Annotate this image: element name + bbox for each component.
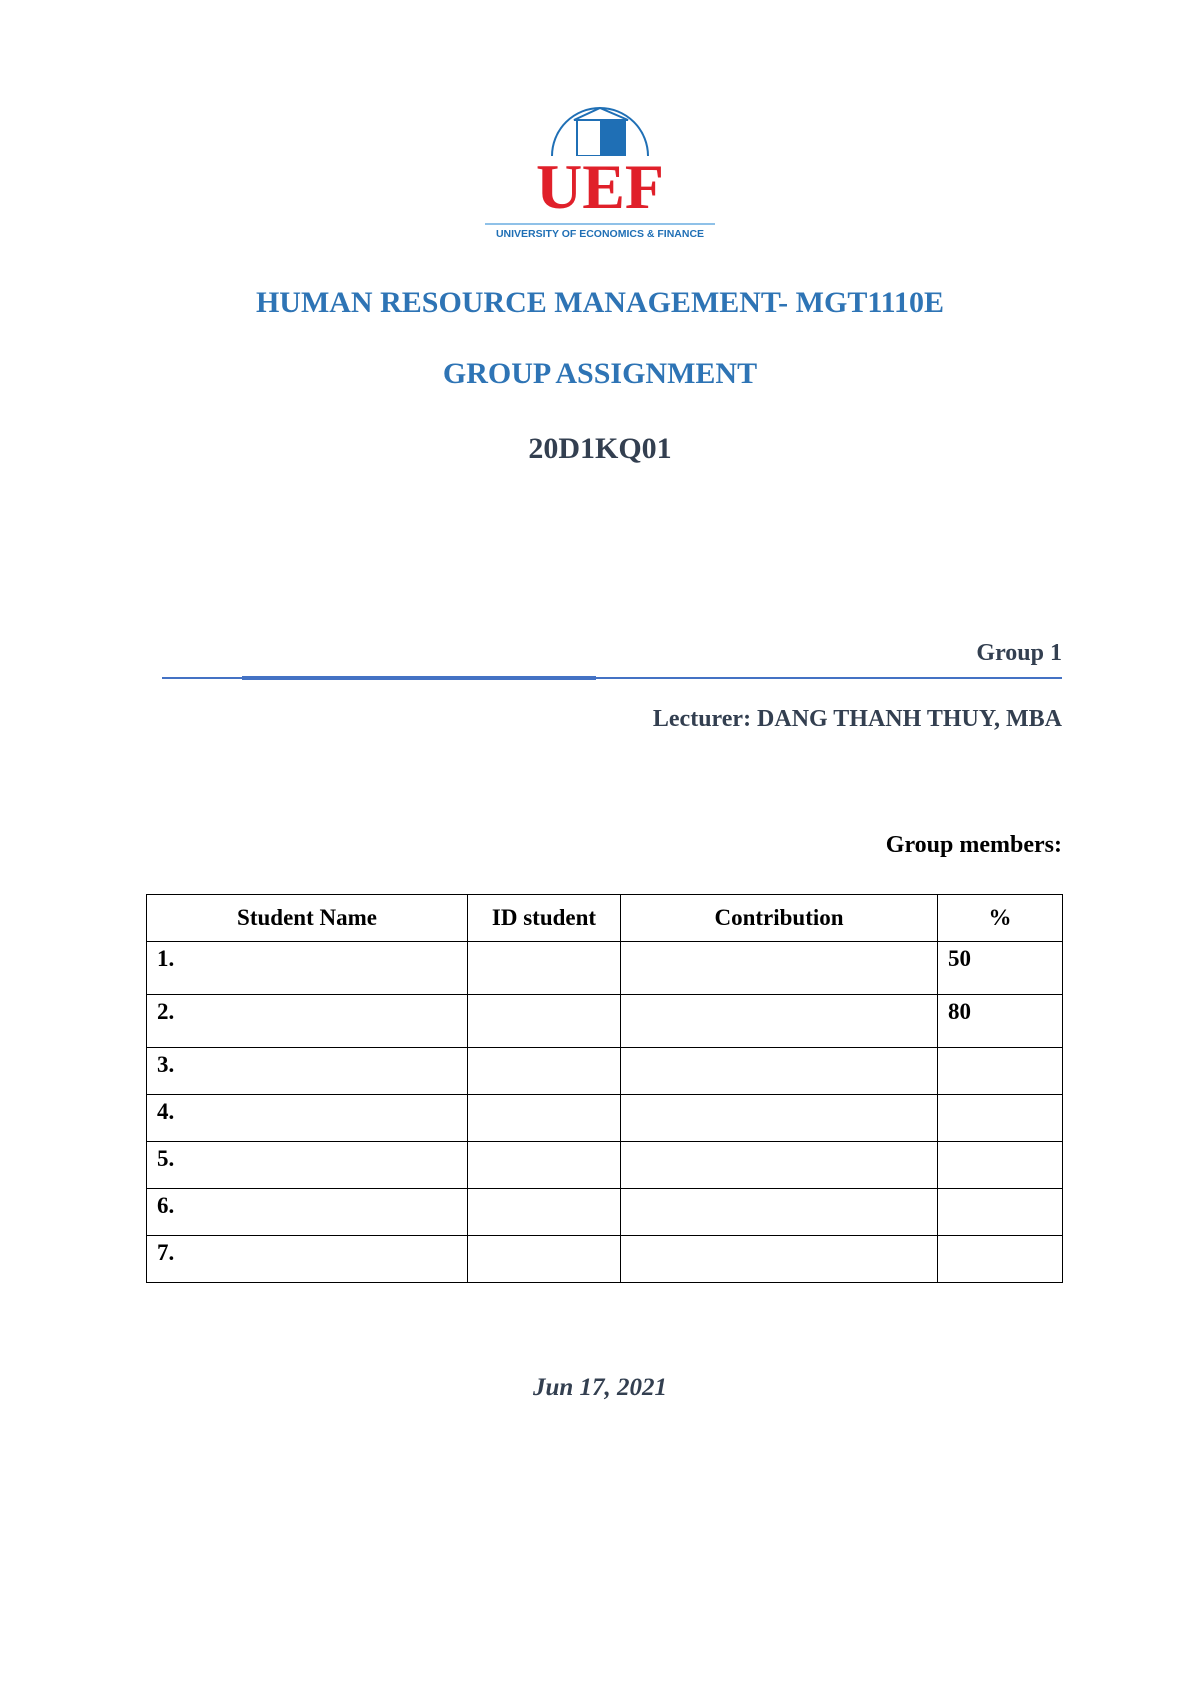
divider bbox=[162, 677, 1062, 679]
cell-id bbox=[467, 1141, 621, 1189]
cell-no: 4. bbox=[146, 1094, 468, 1142]
logo-wordmark: UEF bbox=[536, 154, 664, 220]
course-title: HUMAN RESOURCE MANAGEMENT- MGT1110E bbox=[255, 286, 945, 319]
table-row: 2. 80 bbox=[146, 994, 1063, 1048]
logo-rule bbox=[485, 223, 715, 225]
logo-building-icon bbox=[551, 106, 649, 156]
table-row: 4. bbox=[146, 1094, 1063, 1142]
cell-id bbox=[467, 1235, 621, 1283]
table-row: 7. bbox=[146, 1235, 1063, 1283]
cell-contribution bbox=[620, 1047, 938, 1095]
uef-logo: UEF UNIVERSITY OF ECONOMICS & FINANCE bbox=[480, 96, 720, 242]
assignment-title: GROUP ASSIGNMENT bbox=[442, 357, 758, 390]
group-members-label: Group members: bbox=[885, 832, 1062, 858]
header-student-name: Student Name bbox=[146, 894, 468, 942]
table-row: 1. 50 bbox=[146, 941, 1063, 995]
cell-contribution bbox=[620, 1094, 938, 1142]
cell-no: 3. bbox=[146, 1047, 468, 1095]
header-id: ID student bbox=[467, 894, 621, 942]
lecturer: Lecturer: DANG THANH THUY, MBA bbox=[652, 706, 1062, 732]
cell-contribution bbox=[620, 1188, 938, 1236]
cell-id bbox=[467, 1188, 621, 1236]
cell-id bbox=[467, 994, 621, 1048]
cell-percent bbox=[937, 1141, 1063, 1189]
cell-no: 2. bbox=[146, 994, 468, 1048]
cell-no: 1. bbox=[146, 941, 468, 995]
cell-contribution bbox=[620, 941, 938, 995]
divider-accent bbox=[242, 676, 596, 680]
cell-percent: 50 bbox=[937, 941, 1063, 995]
cell-contribution bbox=[620, 1141, 938, 1189]
cell-no: 6. bbox=[146, 1188, 468, 1236]
members-table: Student Name ID student Contribution % 1… bbox=[146, 894, 1063, 1283]
cell-percent bbox=[937, 1047, 1063, 1095]
cell-contribution bbox=[620, 994, 938, 1048]
group-label: Group 1 bbox=[976, 640, 1062, 666]
cell-percent bbox=[937, 1094, 1063, 1142]
table-header: Student Name ID student Contribution % bbox=[146, 894, 1063, 942]
cell-no: 7. bbox=[146, 1235, 468, 1283]
class-code: 20D1KQ01 bbox=[528, 432, 672, 465]
header-contribution: Contribution bbox=[620, 894, 938, 942]
table-row: 5. bbox=[146, 1141, 1063, 1189]
logo-subtitle: UNIVERSITY OF ECONOMICS & FINANCE bbox=[495, 228, 705, 240]
cell-contribution bbox=[620, 1235, 938, 1283]
cell-no: 5. bbox=[146, 1141, 468, 1189]
table-row: 3. bbox=[146, 1047, 1063, 1095]
date: Jun 17, 2021 bbox=[532, 1374, 668, 1401]
cell-percent bbox=[937, 1188, 1063, 1236]
cell-id bbox=[467, 941, 621, 995]
table-row: 6. bbox=[146, 1188, 1063, 1236]
cell-id bbox=[467, 1094, 621, 1142]
cell-percent bbox=[937, 1235, 1063, 1283]
header-percent: % bbox=[937, 894, 1063, 942]
cell-percent: 80 bbox=[937, 994, 1063, 1048]
cell-id bbox=[467, 1047, 621, 1095]
